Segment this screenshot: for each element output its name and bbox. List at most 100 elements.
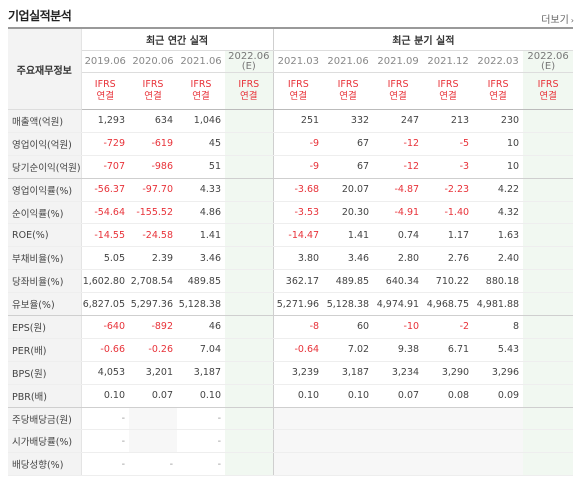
table-cell: 880.18 (473, 269, 524, 294)
table-cell (272, 429, 324, 454)
accounting-standard-label: IFRS 연결 (177, 72, 225, 110)
table-cell (523, 155, 574, 179)
table-cell: -4.87 (373, 178, 424, 202)
accounting-standard-label: IFRS 연결 (225, 72, 274, 110)
table-cell: 0.07 (129, 384, 177, 408)
table-cell: - (81, 452, 129, 477)
table-cell: 5,128.38 (177, 292, 225, 317)
table-row: 매출액(억원) 1,293 634 1,046 251 332 247 213 230 (8, 109, 574, 133)
table-cell: -3.68 (272, 178, 324, 202)
table-cell: 4.86 (177, 201, 225, 225)
table-cell (523, 109, 574, 133)
table-cell: 0.07 (373, 384, 424, 408)
table-cell: 4,053 (81, 361, 129, 385)
table-cell: -12 (373, 155, 424, 179)
table-cell: -640 (81, 315, 129, 339)
table-cell: 3,187 (177, 361, 225, 385)
group-header-row: 주요재무정보 최근 연간 실적 최근 분기 실적 (8, 27, 574, 110)
table-cell: -8 (272, 315, 324, 339)
table-cell (323, 407, 374, 431)
table-cell: 0.74 (373, 223, 424, 248)
table-cell (523, 384, 574, 408)
table-cell (225, 429, 274, 454)
table-cell: 5,297.36 (129, 292, 177, 317)
table-cell: -54.64 (81, 201, 129, 225)
period-header-row: 2019.06 2020.06 2021.06 2022.06 (E) 2021.03 2… (8, 50, 574, 73)
accounting-standard-label: IFRS 연결 (373, 72, 424, 110)
table-row: 시가배당률(%) - - (8, 429, 574, 454)
table-cell: 4.33 (177, 178, 225, 202)
quarter-group-header: 최근 분기 실적 (272, 27, 574, 51)
row-label: PBR(배) (8, 384, 82, 408)
chevron-right-icon: › (570, 16, 574, 25)
table-cell: 0.10 (323, 384, 374, 408)
table-cell: -12 (373, 132, 424, 156)
table-cell (129, 429, 177, 454)
table-cell: 67 (323, 132, 374, 156)
table-cell: -14.47 (272, 223, 324, 248)
table-cell: 5.05 (81, 246, 129, 271)
table-cell: 489.85 (177, 269, 225, 294)
table-cell (523, 429, 574, 454)
accounting-standard-label: IFRS 연결 (323, 72, 374, 110)
table-cell (523, 452, 574, 477)
table-cell: -0.64 (272, 338, 324, 362)
table-row: EPS(원) -640 -892 46 -8 60 -10 -2 8 (8, 315, 574, 339)
table-cell: -4.91 (373, 201, 424, 225)
table-cell (225, 452, 274, 477)
accounting-standard-label: IFRS 연결 (272, 72, 324, 110)
period-header: 2021.12 (423, 50, 474, 73)
table-cell: 1.41 (177, 223, 225, 248)
row-label: EPS(원) (8, 315, 82, 339)
period-header: 2020.06 (129, 50, 177, 73)
table-cell: 10 (473, 155, 524, 179)
table-cell: 3,201 (129, 361, 177, 385)
more-link[interactable]: 더보기 › (541, 11, 574, 26)
table-cell: -24.58 (129, 223, 177, 248)
table-cell: 3,234 (373, 361, 424, 385)
annual-group-header: 최근 연간 실적 (81, 27, 274, 51)
table-cell: 3,187 (323, 361, 374, 385)
table-cell: 1.17 (423, 223, 474, 248)
table-row: 영업이익(억원) -729 -619 45 -9 67 -12 -5 10 (8, 132, 574, 156)
table-cell: 7.02 (323, 338, 374, 362)
accounting-standard-label: IFRS 연결 (473, 72, 524, 110)
table-cell: -2.23 (423, 178, 474, 202)
row-label: ROE(%) (8, 223, 82, 248)
table-cell (523, 361, 574, 385)
table-cell: 2.39 (129, 246, 177, 271)
table-cell (225, 223, 274, 248)
table-cell: -707 (81, 155, 129, 179)
row-label: 순이익률(%) (8, 201, 82, 225)
row-label: PER(배) (8, 338, 82, 362)
table-cell: 0.09 (473, 384, 524, 408)
table-row: BPS(원) 4,053 3,201 3,187 3,239 3,187 3,234 3,29… (8, 361, 574, 385)
table-cell (423, 452, 474, 477)
table-cell: 2.80 (373, 246, 424, 271)
table-cell: 230 (473, 109, 524, 133)
table-body: 매출액(억원) 1,293 634 1,046 251 332 247 213 230 영업이익(… (8, 109, 574, 477)
table-cell: 20.30 (323, 201, 374, 225)
table-cell (523, 223, 574, 248)
table-cell: 1.41 (323, 223, 374, 248)
table-cell: 5.43 (473, 338, 524, 362)
table-cell (323, 452, 374, 477)
table-cell: -3 (423, 155, 474, 179)
table-row: 영업이익률(%) -56.37 -97.70 4.33 -3.68 20.07 -4.87-… (8, 178, 574, 202)
table-cell (473, 429, 524, 454)
table-cell (523, 269, 574, 294)
table-cell: -10 (373, 315, 424, 339)
row-label: 시가배당률(%) (8, 429, 82, 454)
table-cell (473, 407, 524, 431)
table-cell (225, 132, 274, 156)
table-cell: 634 (129, 109, 177, 133)
table-cell (323, 429, 374, 454)
table-cell: 3,290 (423, 361, 474, 385)
table-row: PER(배) -0.66 -0.26 7.04 -0.64 7.02 9.38 6.71 5.4… (8, 338, 574, 362)
table-cell: 362.17 (272, 269, 324, 294)
table-row: 부채비율(%) 5.05 2.39 3.46 3.80 3.46 2.80 2.76 2.40 (8, 246, 574, 271)
table-cell: -619 (129, 132, 177, 156)
table-cell: 7.04 (177, 338, 225, 362)
financial-table: 주요재무정보 최근 연간 실적 최근 분기 실적 2019.06 2020.06 2… (8, 27, 574, 477)
